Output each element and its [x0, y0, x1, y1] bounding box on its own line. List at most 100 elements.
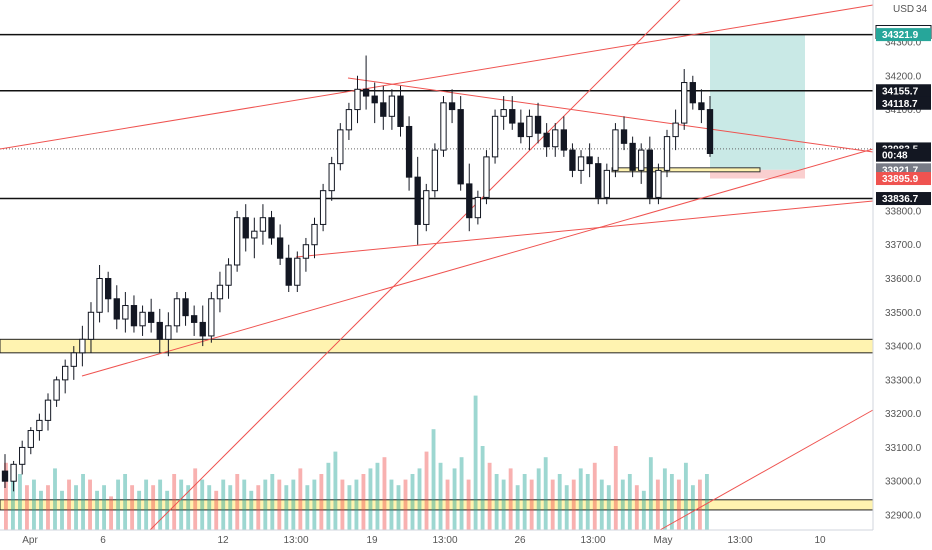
- volume-bar: [18, 474, 22, 530]
- candle-body: [276, 237, 284, 259]
- candle-body: [328, 163, 335, 192]
- volume-bar: [634, 485, 639, 530]
- volume-bar: [137, 490, 142, 530]
- volume-bar: [669, 474, 674, 530]
- volume-bar: [95, 490, 99, 530]
- volume-bar: [389, 479, 394, 530]
- candle-body: [62, 365, 69, 381]
- candle-body: [44, 399, 52, 421]
- entry-marker: [611, 167, 761, 173]
- volume-bar: [655, 479, 660, 530]
- x-tick-label: 13:00: [283, 535, 308, 546]
- volume-bar: [508, 468, 513, 530]
- price-tag-label: 33921.7: [882, 165, 919, 176]
- volume-bar: [529, 479, 534, 530]
- volume-bar: [4, 462, 8, 530]
- price-tag-label: 33836.7: [882, 194, 919, 205]
- volume-bar: [473, 395, 478, 530]
- candle-body: [500, 109, 507, 117]
- volume-bar: [81, 474, 85, 530]
- time-axis-panel: [0, 530, 873, 550]
- volume-bar: [536, 468, 541, 530]
- candle-body: [577, 156, 585, 171]
- candle-body: [36, 419, 43, 432]
- volume-bar: [158, 479, 163, 530]
- volume-bar: [228, 485, 233, 530]
- volume-bar: [312, 479, 317, 530]
- y-tick-label: 33000.0: [885, 477, 922, 488]
- volume-bar: [25, 485, 29, 530]
- price-tag: [876, 172, 931, 186]
- x-tick-label: 19: [366, 535, 378, 546]
- candle-body: [87, 311, 95, 340]
- candle-body: [216, 284, 224, 300]
- volume-bar: [564, 485, 569, 530]
- volume-bar: [39, 490, 43, 530]
- volume-bar: [340, 479, 345, 530]
- candle-body: [139, 311, 146, 327]
- candle-body: [509, 109, 516, 124]
- volume-bar: [620, 479, 625, 530]
- candle-body: [663, 136, 671, 171]
- volume-bar: [186, 485, 191, 530]
- candle-body: [560, 129, 568, 151]
- candle-body: [302, 244, 310, 259]
- x-tick-label: 10: [814, 535, 826, 546]
- volume-bar: [144, 479, 149, 530]
- price-tag: [876, 96, 931, 110]
- volume-bar: [480, 446, 485, 530]
- volume-bar: [368, 468, 373, 530]
- y-tick-label: 33700.0: [885, 240, 922, 251]
- price-tag: [876, 148, 931, 162]
- price-tag-label: 34118.7: [882, 99, 918, 110]
- candle-body: [233, 217, 241, 266]
- x-tick-label: 13:00: [580, 535, 605, 546]
- volume-bar: [263, 479, 268, 530]
- candle-body: [405, 125, 413, 178]
- x-tick-label: 26: [514, 535, 526, 546]
- y-tick-label: 34300.0: [885, 38, 922, 49]
- volume-bar: [326, 462, 331, 530]
- volume-bar: [627, 474, 632, 530]
- candle-body: [431, 149, 439, 192]
- position-target-zone: [710, 34, 805, 170]
- support-zone-0: [0, 338, 874, 354]
- volume-bar: [662, 468, 667, 530]
- candle-body: [362, 88, 370, 97]
- y-tick-label: 34100.0: [885, 105, 922, 116]
- trend-line-4: [149, 0, 681, 531]
- candle-body: [285, 257, 292, 286]
- candle-body: [689, 82, 696, 104]
- price-tag: [876, 192, 931, 206]
- candle-body: [646, 149, 653, 198]
- volume-bar: [382, 457, 387, 530]
- candle-body: [105, 278, 112, 300]
- x-tick-label: Apr: [22, 535, 38, 546]
- volume-bar: [207, 485, 212, 530]
- volume-bar: [543, 457, 548, 530]
- axis-top-fragment: 34: [916, 4, 928, 15]
- candle-body: [10, 463, 17, 482]
- volume-bar: [291, 479, 296, 530]
- candle-body: [354, 88, 361, 111]
- candle-body: [371, 95, 378, 104]
- candle-body: [337, 129, 344, 165]
- volume-bar: [452, 468, 457, 530]
- candle-body: [448, 102, 456, 111]
- candle-body: [698, 102, 705, 111]
- volume-bar: [305, 485, 310, 530]
- volume-bar: [571, 479, 576, 530]
- volume-bar: [438, 462, 443, 530]
- candle-body: [397, 95, 404, 127]
- volume-bar: [221, 479, 226, 530]
- candle-body: [319, 190, 327, 225]
- volume-bar: [200, 479, 205, 530]
- volume-bar: [501, 479, 506, 530]
- candle-body: [311, 223, 318, 246]
- volume-bar: [32, 479, 36, 530]
- volume-bar: [60, 490, 64, 530]
- volume-bar: [116, 479, 121, 530]
- candle-body: [638, 149, 645, 171]
